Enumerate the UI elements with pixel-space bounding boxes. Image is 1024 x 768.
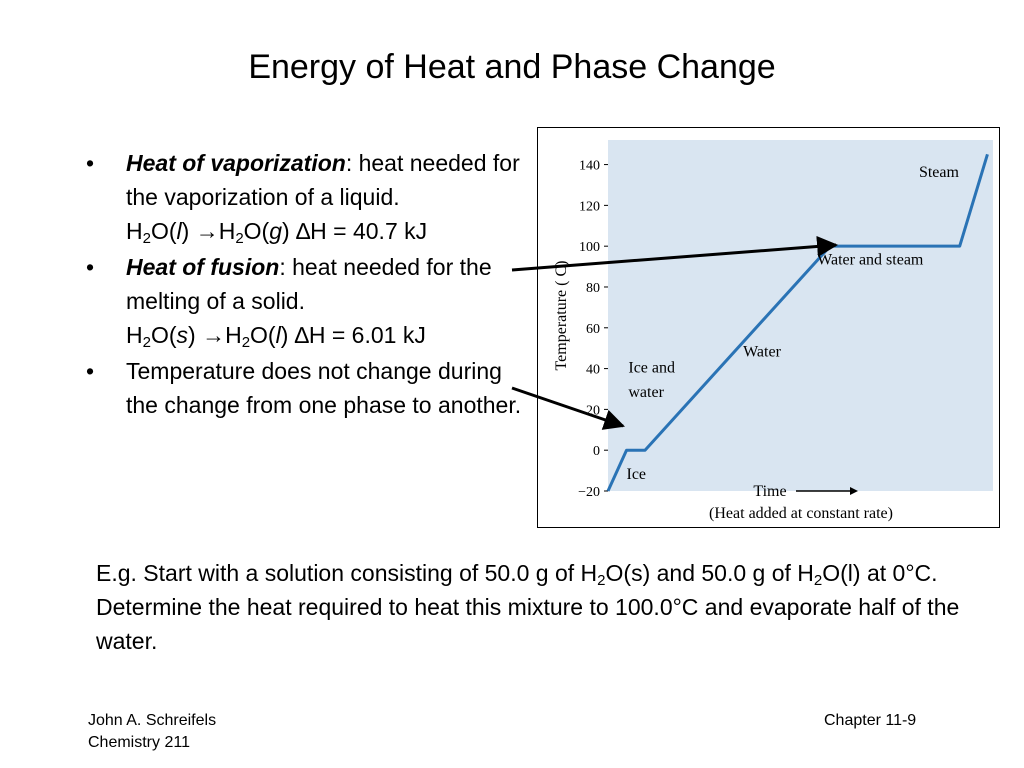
course-name: Chemistry 211 (88, 734, 190, 751)
term-heat-of-fusion: Heat of fusion (126, 254, 280, 280)
bullet-text: Temperature does not change during the c… (126, 358, 522, 418)
equation-vaporization: H2O(l) →H2O(g) ∆H = 40.7 kJ (126, 218, 428, 247)
y-tick-label: 40 (586, 363, 600, 378)
bullet-list: • Heat of vaporization: heat needed for … (86, 146, 536, 422)
y-axis-label: Temperature ( C) (553, 261, 570, 371)
x-axis-sublabel: (Heat added at constant rate) (709, 505, 893, 522)
definition-fusion: : heat needed for the melting of a solid… (126, 254, 492, 314)
bullet-marker: • (86, 358, 95, 384)
y-tick-label: 120 (579, 199, 600, 214)
slide-title: Energy of Heat and Phase Change (248, 48, 776, 86)
curve-annotation: water (628, 384, 664, 401)
author-name: John A. Schreifels (88, 712, 217, 729)
y-tick-label: 140 (579, 159, 600, 174)
bullet-marker: • (86, 150, 95, 176)
footer-chapter: Chapter 11-9 (824, 712, 917, 729)
x-axis-arrow-head (850, 487, 858, 495)
definition-vaporization: : heat needed for the vaporization of a … (126, 150, 520, 210)
y-tick-label: 80 (586, 281, 600, 296)
bullet-text: Heat of vaporization: heat needed for th… (126, 146, 536, 214)
example-problem: E.g. Start with a solution consisting of… (96, 560, 960, 654)
curve-annotation: Water and steam (817, 252, 924, 269)
curve-annotation: Steam (919, 164, 960, 181)
plot-area (608, 140, 993, 491)
x-axis-label: Time (753, 483, 786, 500)
footer-author: John A. Schreifels Chemistry 211 (88, 710, 216, 754)
curve-annotation: Ice (627, 466, 647, 483)
y-tick-label: 20 (586, 403, 600, 418)
y-tick-label: −20 (578, 485, 600, 500)
bullet-vaporization: • Heat of vaporization: heat needed for … (86, 146, 536, 214)
term-heat-of-vaporization: Heat of vaporization (126, 150, 346, 176)
curve-annotation: Ice and (628, 360, 675, 377)
bullet-temperature: • Temperature does not change during the… (86, 354, 536, 422)
y-tick-label: 0 (593, 444, 600, 459)
bullet-text: Heat of fusion: heat needed for the melt… (126, 250, 536, 318)
y-tick-label: 100 (579, 240, 600, 255)
heating-curve-svg: −20 0 20 40 60 80 100 120 140 Temperature ( C) Ste… (553, 140, 993, 522)
bullet-marker: • (86, 254, 95, 280)
y-tick-label: 60 (586, 322, 600, 337)
bullet-fusion: • Heat of fusion: heat needed for the me… (86, 250, 536, 318)
curve-annotation: Water (743, 343, 781, 360)
heating-curve-chart: −20 0 20 40 60 80 100 120 140 Temperature ( C) Ste… (537, 127, 1000, 528)
equation-fusion: H2O(s) →H2O(l) ∆H = 6.01 kJ (126, 322, 426, 351)
